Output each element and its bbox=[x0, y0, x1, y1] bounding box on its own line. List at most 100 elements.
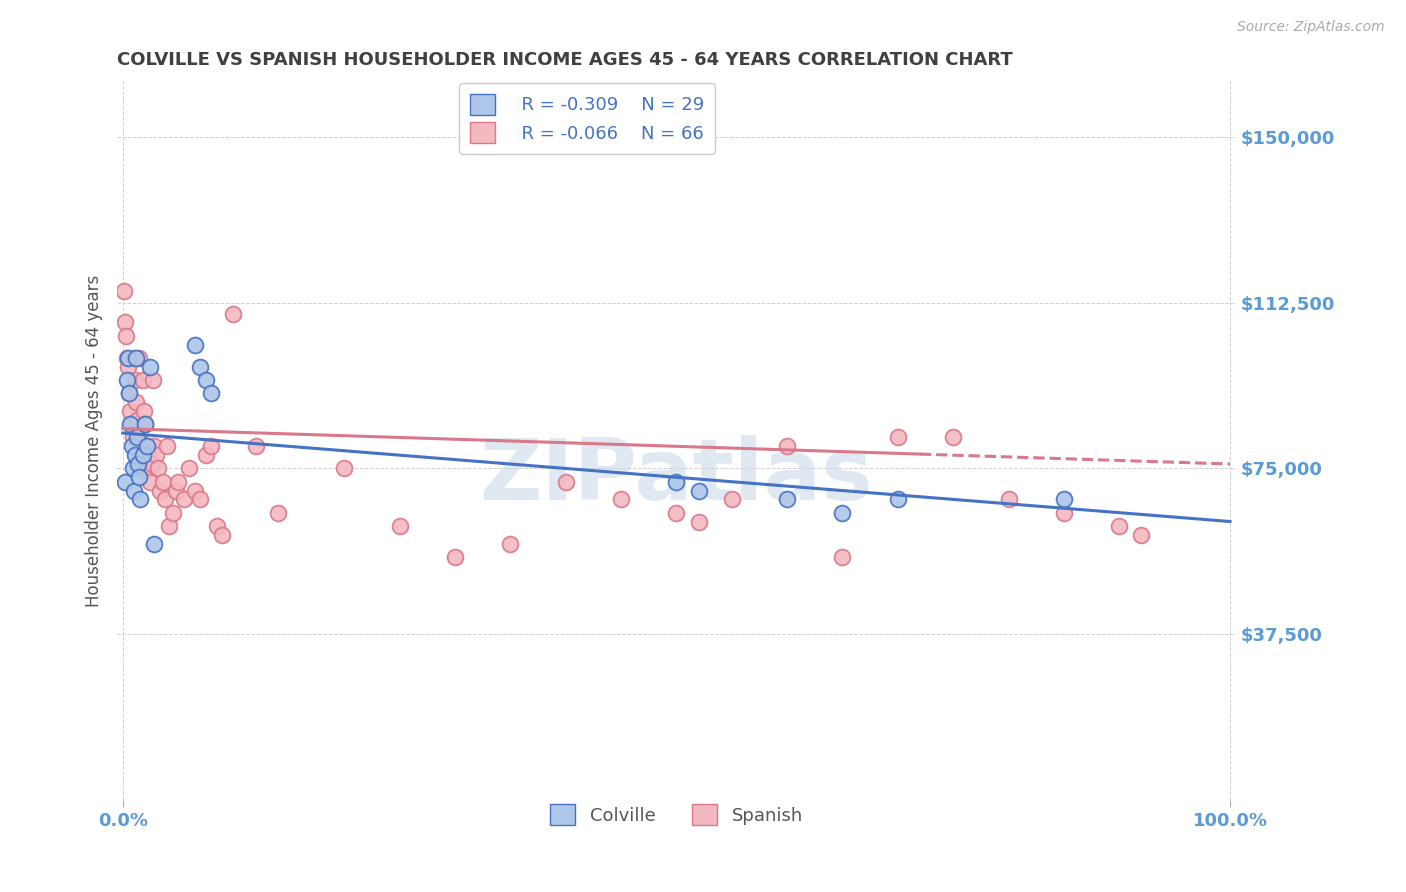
Point bbox=[153, 492, 176, 507]
Point bbox=[245, 439, 267, 453]
Point bbox=[831, 506, 853, 520]
Point bbox=[188, 359, 211, 374]
Point bbox=[444, 549, 467, 564]
Point bbox=[121, 430, 143, 444]
Point bbox=[117, 351, 139, 365]
Point bbox=[610, 492, 633, 507]
Point bbox=[120, 417, 142, 432]
Point bbox=[183, 337, 205, 351]
Point bbox=[127, 457, 149, 471]
Point bbox=[333, 461, 356, 475]
Point bbox=[134, 417, 156, 432]
Point bbox=[122, 351, 145, 365]
Legend: Colville, Spanish: Colville, Spanish bbox=[541, 796, 811, 834]
Point bbox=[152, 475, 174, 489]
Point bbox=[121, 461, 143, 475]
Point bbox=[118, 386, 141, 401]
Point bbox=[132, 404, 155, 418]
Point bbox=[115, 351, 138, 365]
Point bbox=[118, 386, 141, 401]
Point bbox=[124, 373, 146, 387]
Point bbox=[125, 351, 148, 365]
Point bbox=[388, 519, 411, 533]
Point bbox=[136, 448, 159, 462]
Point bbox=[145, 448, 167, 462]
Point bbox=[125, 395, 148, 409]
Point bbox=[665, 475, 688, 489]
Point bbox=[1053, 506, 1076, 520]
Point bbox=[136, 439, 159, 453]
Point bbox=[997, 492, 1019, 507]
Point bbox=[115, 373, 138, 387]
Point bbox=[1108, 519, 1130, 533]
Point bbox=[124, 448, 146, 462]
Point bbox=[114, 475, 136, 489]
Point bbox=[149, 483, 172, 498]
Point bbox=[165, 483, 187, 498]
Point bbox=[114, 315, 136, 329]
Point bbox=[162, 506, 184, 520]
Point bbox=[194, 448, 217, 462]
Text: COLVILLE VS SPANISH HOUSEHOLDER INCOME AGES 45 - 64 YEARS CORRELATION CHART: COLVILLE VS SPANISH HOUSEHOLDER INCOME A… bbox=[117, 51, 1012, 69]
Point bbox=[121, 439, 143, 453]
Point bbox=[122, 483, 145, 498]
Point bbox=[142, 439, 165, 453]
Point bbox=[173, 492, 195, 507]
Point bbox=[120, 404, 142, 418]
Point bbox=[138, 461, 160, 475]
Point bbox=[134, 417, 156, 432]
Point bbox=[127, 430, 149, 444]
Point bbox=[135, 439, 157, 453]
Point bbox=[146, 461, 169, 475]
Point bbox=[499, 536, 522, 550]
Point bbox=[205, 519, 228, 533]
Point bbox=[211, 528, 233, 542]
Point bbox=[139, 475, 162, 489]
Point bbox=[121, 417, 143, 432]
Point bbox=[179, 461, 201, 475]
Point bbox=[141, 457, 163, 471]
Point bbox=[688, 515, 710, 529]
Point bbox=[554, 475, 576, 489]
Point bbox=[131, 448, 153, 462]
Point bbox=[142, 536, 165, 550]
Point bbox=[194, 373, 217, 387]
Point bbox=[831, 549, 853, 564]
Point bbox=[156, 439, 179, 453]
Point bbox=[1130, 528, 1153, 542]
Point bbox=[1053, 492, 1076, 507]
Point bbox=[267, 506, 290, 520]
Point bbox=[720, 492, 742, 507]
Point bbox=[688, 483, 710, 498]
Point bbox=[131, 461, 153, 475]
Point bbox=[183, 483, 205, 498]
Point bbox=[942, 430, 965, 444]
Point bbox=[887, 430, 910, 444]
Point bbox=[142, 373, 165, 387]
Point bbox=[112, 285, 135, 299]
Point bbox=[117, 359, 139, 374]
Point bbox=[776, 439, 799, 453]
Point bbox=[776, 492, 799, 507]
Point bbox=[136, 439, 159, 453]
Point bbox=[157, 519, 180, 533]
Point bbox=[128, 351, 150, 365]
Point bbox=[115, 328, 138, 343]
Point bbox=[167, 475, 190, 489]
Point bbox=[127, 413, 149, 427]
Point bbox=[200, 386, 222, 401]
Point bbox=[129, 448, 152, 462]
Point bbox=[222, 307, 245, 321]
Point bbox=[188, 492, 211, 507]
Point bbox=[127, 430, 149, 444]
Point bbox=[887, 492, 910, 507]
Point bbox=[129, 492, 152, 507]
Point bbox=[139, 359, 162, 374]
Point bbox=[128, 470, 150, 484]
Text: ZIPatlas: ZIPatlas bbox=[479, 435, 873, 518]
Text: Source: ZipAtlas.com: Source: ZipAtlas.com bbox=[1237, 20, 1385, 34]
Point bbox=[200, 439, 222, 453]
Y-axis label: Householder Income Ages 45 - 64 years: Householder Income Ages 45 - 64 years bbox=[86, 275, 103, 607]
Point bbox=[131, 373, 153, 387]
Point bbox=[665, 506, 688, 520]
